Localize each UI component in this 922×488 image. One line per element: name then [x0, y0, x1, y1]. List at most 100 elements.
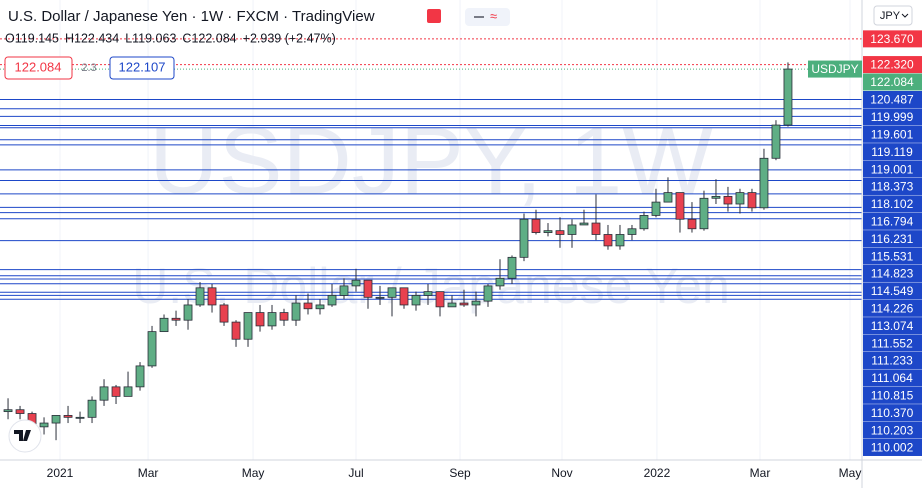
price-label: 114.549 — [871, 284, 914, 298]
logo-mark — [14, 430, 31, 441]
candle-body — [303, 302, 313, 310]
price-label: 120.487 — [870, 93, 914, 107]
candle-body — [135, 365, 145, 388]
price-label-box — [863, 369, 922, 387]
price-label-box — [863, 177, 922, 195]
price-label: 110.203 — [871, 423, 914, 437]
candle-body — [147, 331, 157, 367]
price-label: 118.102 — [871, 197, 914, 211]
candle-body — [123, 386, 133, 397]
price-label-box — [863, 108, 922, 126]
price-label-box — [863, 195, 922, 213]
ohlc-value: O119.145 — [5, 31, 59, 45]
compare-button[interactable] — [465, 8, 510, 26]
price-label-box — [863, 386, 922, 404]
candle-body — [231, 321, 241, 340]
price-label-box — [863, 404, 922, 422]
spread: 2.3 — [81, 62, 96, 74]
candle-body — [507, 256, 517, 279]
candle-body — [615, 234, 625, 247]
price-label: 116.794 — [871, 214, 914, 228]
candle-body — [183, 304, 193, 321]
candle-body — [267, 312, 277, 327]
price-label-box — [863, 247, 922, 265]
icon: ≈ — [490, 8, 497, 23]
candle-body — [243, 312, 253, 340]
candle-body — [291, 302, 301, 321]
candle-body — [15, 409, 25, 414]
price-label-box — [863, 30, 922, 48]
candle-body — [519, 218, 529, 258]
x-tick-label: Nov — [551, 466, 572, 480]
price-label-box — [863, 299, 922, 317]
candle-body — [663, 192, 673, 203]
candle-body — [651, 201, 661, 216]
ohlc-value: H122.434 — [65, 31, 119, 45]
price-label-box — [863, 125, 922, 143]
candle-body — [423, 291, 433, 296]
price-label: 111.552 — [871, 336, 913, 350]
candle-body — [327, 295, 337, 306]
ohlc-value: +2.939 (+2.47%) — [243, 31, 336, 45]
flag-icon[interactable] — [427, 9, 441, 23]
sell-box[interactable] — [4, 56, 73, 80]
candle-body — [375, 296, 385, 299]
candle-body — [579, 222, 589, 226]
price-label-box — [863, 160, 922, 178]
price-label-box — [863, 56, 922, 74]
candle-body — [399, 287, 409, 306]
candle-body — [411, 295, 421, 306]
ohlc-value: L119.063 — [125, 31, 176, 45]
icon — [901, 13, 909, 18]
price-label: 119.119 — [871, 145, 913, 159]
price-label-box — [863, 421, 922, 439]
candle-body — [483, 285, 493, 302]
price-label-box — [863, 90, 922, 108]
candle-body — [87, 399, 97, 418]
price-label: 111.064 — [871, 371, 913, 385]
candle-body — [195, 287, 205, 306]
candle-body — [495, 277, 505, 287]
candle-body — [171, 317, 181, 321]
x-tick-label: Mar — [750, 466, 771, 480]
ohlc-value: C122.084 — [182, 31, 236, 45]
candle-body — [759, 157, 769, 209]
candle-body — [675, 192, 685, 220]
price-label: 118.373 — [871, 180, 914, 194]
candle-body — [3, 409, 13, 413]
x-tick-label: 2021 — [47, 466, 74, 480]
candle-body — [531, 218, 541, 233]
price-label: 114.226 — [871, 301, 914, 315]
buy-price: 122.107 — [119, 59, 166, 74]
candle-body — [543, 230, 553, 233]
candle-body — [51, 415, 61, 424]
price-label-box — [863, 317, 922, 335]
price-label-box — [863, 438, 922, 456]
candle-body — [219, 304, 229, 323]
x-tick-label: Mar — [138, 466, 159, 480]
candle-body — [339, 285, 349, 296]
price-label: 113.074 — [871, 319, 914, 333]
currency-button[interactable] — [873, 5, 913, 26]
candle-body — [435, 291, 445, 308]
candle-body — [207, 287, 217, 306]
candle-body — [351, 279, 361, 287]
price-label-box — [863, 282, 922, 300]
candle-body — [279, 312, 289, 321]
buy-box[interactable] — [109, 56, 175, 80]
candle-body — [63, 415, 73, 418]
candle-body — [111, 386, 121, 397]
tradingview-logo — [8, 419, 42, 453]
candle-body — [591, 222, 601, 235]
x-tick-label: May — [242, 466, 265, 480]
candle-body — [75, 416, 85, 419]
price-label-box — [863, 230, 922, 248]
currency: JPY — [880, 10, 901, 22]
chart-title: U.S. Dollar / Japanese Yen · 1W · FXCM ·… — [8, 8, 375, 25]
candle-body — [771, 124, 781, 159]
candle-body — [315, 304, 325, 310]
price-label-box — [863, 334, 922, 352]
candle-body — [723, 195, 733, 205]
x-tick-label: Sep — [449, 466, 471, 480]
